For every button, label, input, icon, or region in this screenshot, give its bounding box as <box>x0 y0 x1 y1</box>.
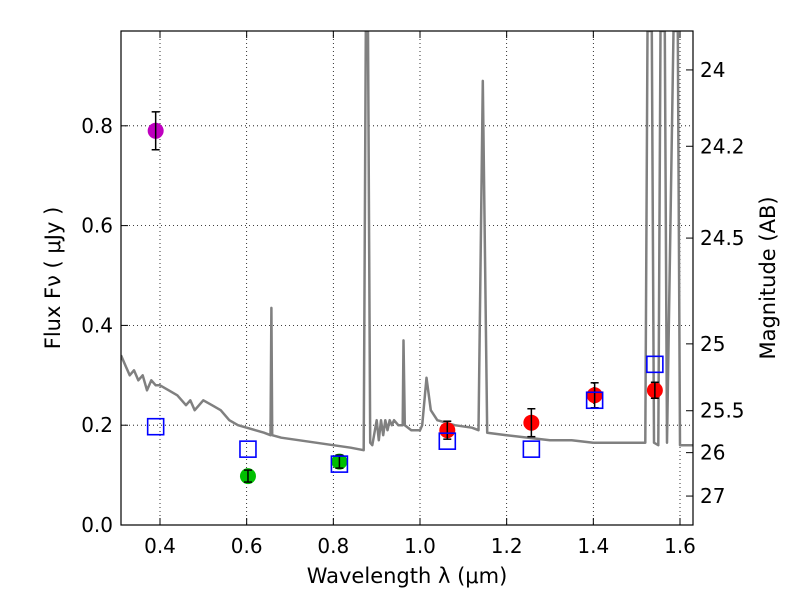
spectrum-layer <box>121 31 693 452</box>
model-photometry-square <box>646 355 664 374</box>
y-axis-label: Flux Fν ( μJy ) <box>41 207 65 350</box>
y2-axis-label: Magnitude (AB) <box>756 196 780 359</box>
model-photometry-square <box>239 440 257 458</box>
model-photometry-square <box>585 391 604 410</box>
y2-tick-label: 25 <box>700 332 725 356</box>
tick-labels: 0.4 0.6 0.8 1.0 1.2 1.4 1.6 0.0 0.2 0.4 0.6 0.8 24 24… <box>81 58 744 558</box>
x-tick-label: 1.6 <box>664 534 696 558</box>
model-spectrum-line <box>121 31 693 452</box>
y2-tick-label: 24.2 <box>700 134 745 158</box>
y-tick-label: 0.4 <box>81 313 113 337</box>
y-tick-label: 0.2 <box>81 413 113 437</box>
x-tick-label: 0.8 <box>317 534 349 558</box>
marker-layer <box>146 111 664 485</box>
x-tick-label: 1.4 <box>577 534 609 558</box>
x-tick-label: 1.0 <box>404 534 436 558</box>
y2-tick-label: 25.5 <box>700 399 745 423</box>
y2-tick-label: 24 <box>700 58 725 82</box>
x-tick-label: 0.6 <box>231 534 263 558</box>
x-tick-label: 1.2 <box>491 534 523 558</box>
model-photometry-square <box>438 432 457 450</box>
y2-tick-label: 27 <box>700 484 725 508</box>
model-photometry-square <box>522 440 541 458</box>
model-photometry-square <box>330 455 349 473</box>
y2-tick-label: 26 <box>700 441 725 465</box>
y2-tick-label: 24.5 <box>700 226 745 250</box>
ticks <box>121 31 693 526</box>
plot-frame <box>120 30 694 526</box>
x-axis-label: Wavelength λ (μm) <box>307 564 508 588</box>
y-tick-label: 0.6 <box>81 214 113 238</box>
y-tick-label: 0.8 <box>81 114 113 138</box>
y-tick-label: 0.0 <box>81 513 113 537</box>
model-photometry-square <box>146 417 165 436</box>
plot-background <box>121 31 693 525</box>
x-tick-label: 0.4 <box>144 534 176 558</box>
